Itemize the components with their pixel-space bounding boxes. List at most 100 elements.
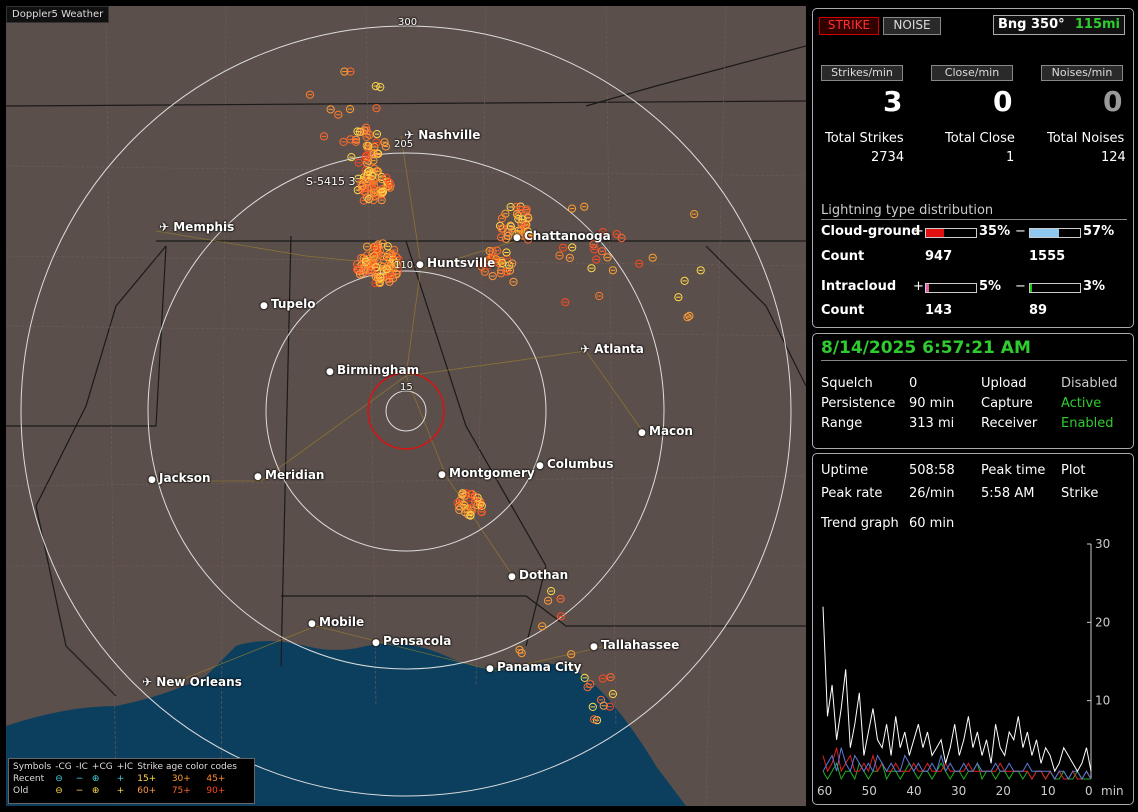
strike-marker [369,156,378,165]
strike-marker [376,273,385,282]
city-label: ● Jackson [148,471,211,485]
cg-negative-fill [1030,229,1059,237]
highways [155,135,647,687]
strike-button[interactable]: STRIKE [819,17,879,35]
city-dot-icon: ● [308,619,319,629]
strike-marker [363,260,372,269]
strike-marker [567,204,577,213]
strike-marker [373,245,382,254]
strike-marker [492,255,501,264]
city-dot-icon: ● [486,664,497,674]
strike-marker [592,255,601,264]
strike-marker [369,150,378,159]
strike-marker [362,141,371,150]
ic-positive-percent: 5% [979,279,1002,294]
city-name: Dothan [519,568,569,582]
capture-value: Active [1061,396,1102,411]
strike-marker [523,227,532,236]
strike-marker [556,594,565,603]
strike-marker [305,90,315,99]
city-name: Jackson [159,471,211,485]
strike-marker [538,622,547,631]
range-label-300: 300 [398,17,418,28]
strike-marker [378,175,387,184]
strike-marker [370,177,379,186]
peak-rate-label: Peak rate [821,486,883,501]
strike-marker [379,255,388,264]
strike-marker [390,245,399,255]
ic-negative-fill [1030,284,1032,292]
strike-marker [498,258,507,268]
strike-marker [353,265,362,274]
trend-panel: Uptime 508:58 Peak time Plot Peak rate 2… [812,453,1134,805]
strike-marker [372,138,381,147]
cloud-ground-label: Cloud-ground [821,224,921,239]
peak-time-label: Peak time [981,463,1046,478]
strike-marker [371,82,380,91]
range-label: Range [821,416,863,431]
strike-marker [504,231,513,241]
strike-marker [648,253,657,262]
x-tick-label: 10 [1040,784,1055,798]
strike-marker [583,683,592,692]
city-label: ● Tallahassee [590,638,679,652]
close-per-min-value: 0 [993,85,1013,118]
city-name: Meridian [265,468,325,482]
legend-age-label: Strike age color codes [137,762,237,772]
strike-marker [326,105,335,114]
city-dot-icon: ● [638,428,649,438]
x-unit-label: min [1101,784,1124,798]
city-label: ● Columbus [536,457,614,471]
ic-positive-count: 143 [925,303,953,318]
city-label: ✈ Nashville [404,128,480,142]
strike-marker [597,247,607,256]
strike-marker [345,105,355,114]
strike-marker [690,210,699,219]
city-name: Macon [649,424,693,438]
city-dot-icon: ● [536,461,547,471]
close-per-min-label: Close/min [931,65,1013,81]
city-label: ● Pensacola [372,634,451,648]
noise-button[interactable]: NOISE [883,17,941,35]
x-tick-label: 50 [862,784,877,798]
city-name: Chattanooga [524,229,611,243]
strike-marker [334,110,343,119]
city-dot-icon: ● [372,638,383,648]
total-noises-value: 124 [1101,150,1126,165]
strike-marker [680,276,689,285]
strike-marker [544,596,553,605]
strike-marker [598,674,607,683]
strike-markers [305,67,705,725]
total-noises-label: Total Noises [1047,131,1125,146]
strike-marker [460,501,469,510]
city-label: ✈ Memphis [159,220,234,234]
range-label-15: 15 [400,382,413,393]
city-name: Columbus [547,457,614,471]
ic-negative-percent: 3% [1083,279,1106,294]
upload-value: Disabled [1061,376,1118,391]
strike-marker [355,270,365,279]
city-dot-icon: ● [148,475,159,485]
cg-positive-bar [925,228,977,238]
neg-cg-symbol-icon: ⊖ [55,774,63,784]
trend-label: Trend graph [821,516,899,531]
strike-marker [696,266,705,275]
datetime: 8/14/2025 6:57:21 AM [821,338,1031,358]
upload-label: Upload [981,376,1027,391]
strike-marker [381,142,390,151]
strike-stats-panel: STRIKE NOISE Bng 350° 115mi Strikes/min … [812,8,1134,328]
strike-marker [370,164,379,173]
city-label: ● Montgomery [438,466,535,480]
strike-marker [608,266,618,275]
city-name: Tupelo [271,297,316,311]
strike-marker [502,248,511,257]
lightning-map[interactable]: Doppler5 Weather 300 205 110 15 S-5415 3… [6,6,806,806]
city-dot-icon: ● [326,367,337,377]
strike-marker [375,278,385,287]
strike-marker [359,196,368,205]
strike-marker [590,715,599,724]
strike-marker [372,263,381,272]
receiver-label: Receiver [981,416,1038,431]
strike-marker [340,67,349,76]
strike-marker [635,259,644,268]
